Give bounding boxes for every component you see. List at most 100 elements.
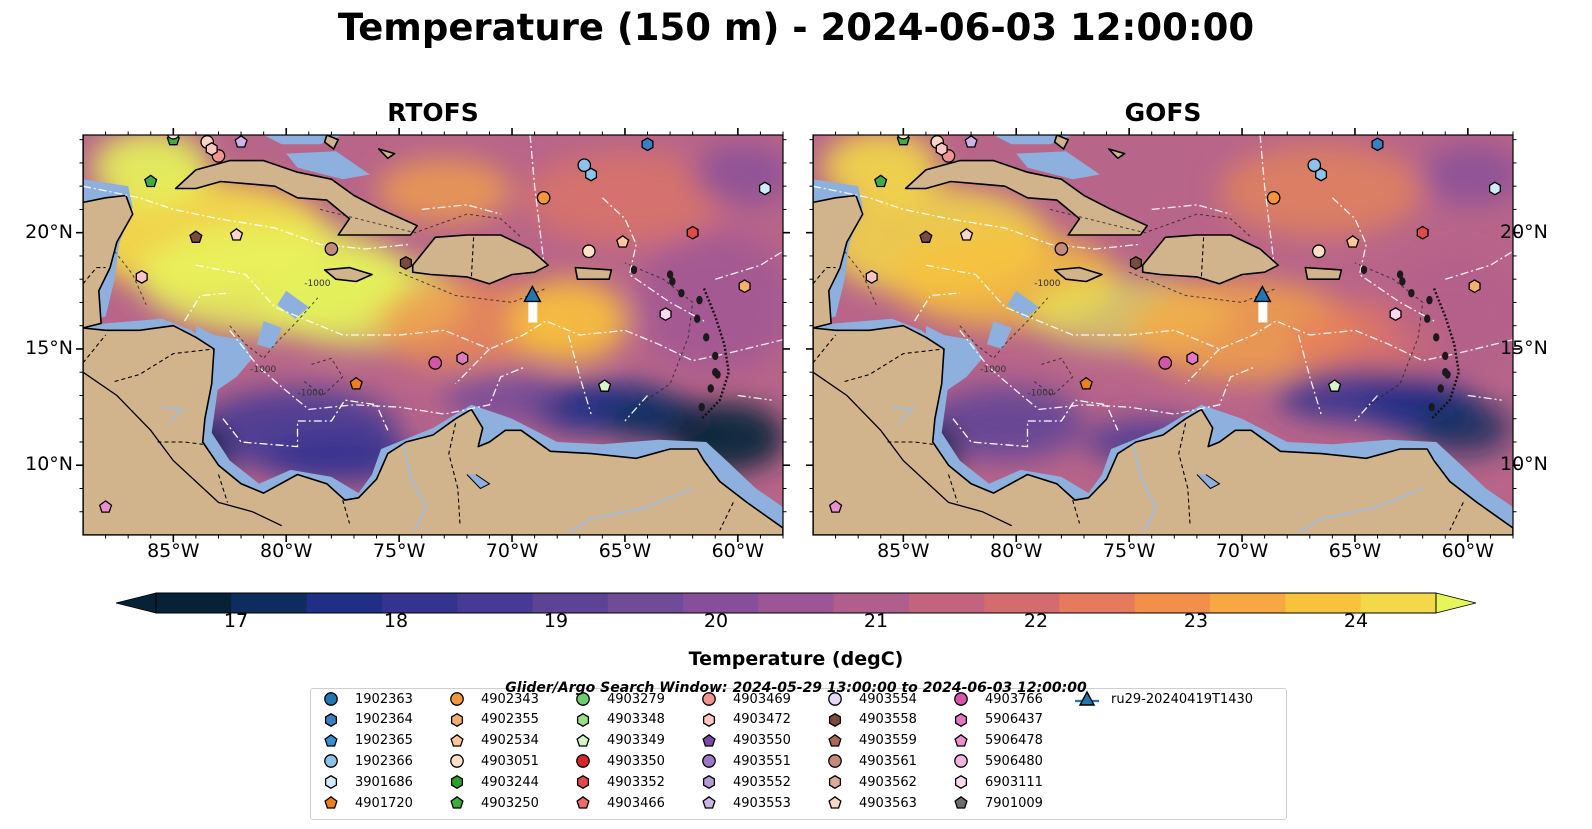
antilles-island <box>669 277 676 286</box>
legend-label: 4903472 <box>733 712 791 728</box>
colorbar-bin <box>306 593 383 613</box>
map-content: -1000 -1000 -1000 <box>83 135 783 535</box>
colorbar-body <box>115 592 1477 614</box>
legend-label: 7901009 <box>985 795 1043 811</box>
float-legend-icon <box>828 712 842 727</box>
eez-boundary <box>567 334 592 415</box>
float-legend-icon <box>324 692 338 706</box>
country-border <box>217 474 229 503</box>
legend-label: 4903466 <box>607 795 665 811</box>
land-bahamas1 <box>323 135 339 150</box>
lon-tick-label: 80°W <box>989 540 1043 562</box>
antilles-island <box>1428 402 1435 412</box>
float-marker <box>585 167 598 182</box>
map-gofs[interactable]: -1000 -1000 -1000 <box>806 128 1520 542</box>
land-bahamas1 <box>1053 135 1069 150</box>
colorbar-bin <box>758 593 835 613</box>
river <box>567 487 694 534</box>
map-rtofs[interactable]: -1000 -1000 -1000 <box>76 128 790 542</box>
float-marker <box>205 142 218 156</box>
float-marker <box>896 135 910 140</box>
float-legend-icon <box>450 754 464 769</box>
river <box>402 444 428 531</box>
contour-label: -1000 <box>304 279 330 289</box>
legend-item: 4903559 <box>823 731 917 751</box>
float-marker <box>581 244 596 259</box>
float-marker <box>1186 351 1199 366</box>
float-marker <box>135 269 148 284</box>
eez-boundary <box>914 292 960 322</box>
lat-tick-label: 10°N <box>25 453 73 476</box>
contour-label: -1000 <box>1028 388 1054 398</box>
legend-item: 4903469 <box>697 689 791 709</box>
float-legend-icon <box>576 712 590 727</box>
legend-label: ru29-20240419T1430 <box>1111 691 1254 707</box>
float-legend-icon <box>702 795 716 809</box>
legend-item: 4903550 <box>697 731 791 751</box>
legend-label: 5906480 <box>985 753 1043 769</box>
land-cuba <box>174 159 419 236</box>
colorbar-bin <box>683 593 759 613</box>
float-legend-icon <box>954 712 968 727</box>
shallow-shelf <box>993 135 1073 145</box>
float-legend-icon <box>450 795 464 809</box>
colorbar-tick-label: 18 <box>383 610 409 632</box>
float-legend-icon <box>702 754 716 769</box>
eez-boundary <box>1331 197 1435 322</box>
shallow-shelf <box>263 135 343 145</box>
colorbar-bin <box>908 593 985 613</box>
float-marker <box>738 279 751 294</box>
colorbar-over-arrow <box>1435 592 1477 614</box>
float-legend-icon <box>576 754 590 769</box>
float-legend-icon <box>828 775 842 790</box>
legend-item: 5906478 <box>949 731 1043 751</box>
land-jamaica <box>323 266 373 283</box>
legend-item: 4902355 <box>445 710 539 730</box>
legend-item: ru29-20240419T1430 <box>1075 689 1253 709</box>
legend-item: 5906480 <box>949 751 1043 771</box>
eez-boundary <box>715 250 783 280</box>
float-legend-icon <box>954 692 968 706</box>
float-marker <box>98 500 113 513</box>
legend-label: 4903349 <box>607 733 665 749</box>
legend-label: 4902343 <box>481 691 539 707</box>
eez-boundary <box>1354 395 1378 422</box>
river <box>891 406 915 425</box>
pacific-coast <box>83 371 282 527</box>
antilles-ridge <box>700 288 731 420</box>
lon-tick-label: 60°W <box>1441 540 1495 562</box>
colorbar <box>115 592 1477 614</box>
float-legend-icon <box>324 712 338 727</box>
glider-track <box>528 298 538 323</box>
country-border <box>1178 423 1191 526</box>
legend-label: 4903552 <box>733 774 791 790</box>
float-legend-icon <box>450 775 464 790</box>
land-bahamas2 <box>1107 148 1126 160</box>
float-legend-icon <box>324 733 338 747</box>
legend-label: 4903352 <box>607 774 665 790</box>
country-border <box>157 441 203 445</box>
lake-maracaibo <box>466 474 491 490</box>
float-marker <box>428 356 443 370</box>
depth-contour <box>1049 208 1252 238</box>
float-legend-icon <box>954 775 968 790</box>
legend-item: 7901009 <box>949 793 1043 813</box>
float-marker <box>935 142 948 156</box>
depth-contour <box>303 357 344 397</box>
antilles-island <box>693 314 701 323</box>
float-marker <box>1371 137 1384 152</box>
depth-contour <box>624 262 694 408</box>
float-marker <box>828 500 843 513</box>
float-marker <box>919 230 933 243</box>
float-marker <box>1327 379 1342 392</box>
antilles-island <box>1396 270 1404 279</box>
legend-label: 1902366 <box>355 753 413 769</box>
legend-item: 4903352 <box>571 772 665 792</box>
legend-item: 4903350 <box>571 751 665 771</box>
legend-item: 4901720 <box>319 793 413 813</box>
legend-label: 4903051 <box>481 753 539 769</box>
float-marker <box>229 227 244 241</box>
antilles-island <box>678 288 685 298</box>
eez-boundary <box>737 394 772 401</box>
float-marker <box>456 351 469 366</box>
